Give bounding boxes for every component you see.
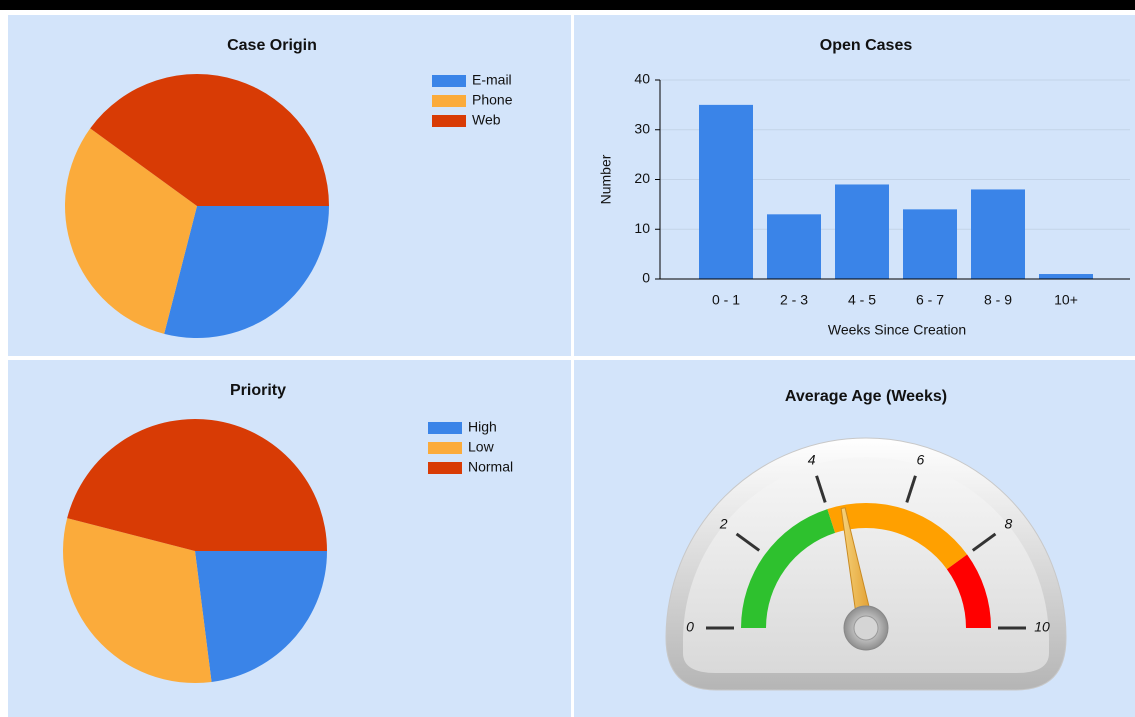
legend-swatch — [428, 462, 462, 474]
gauge-tick-label: 8 — [1004, 515, 1012, 531]
legend-swatch — [432, 115, 466, 127]
bar — [767, 214, 821, 279]
y-tick-label: 0 — [642, 270, 650, 286]
y-axis-label: Number — [598, 154, 614, 204]
legend-label: Phone — [472, 92, 513, 108]
bar — [971, 189, 1025, 279]
chart-title: Open Cases — [820, 37, 913, 54]
gauge-hub-inner — [854, 616, 878, 640]
bar — [835, 184, 889, 279]
x-tick-label: 0 - 1 — [712, 292, 740, 308]
gauge-tick-label: 6 — [916, 451, 924, 467]
legend-label: Normal — [468, 459, 513, 475]
x-tick-label: 10+ — [1054, 292, 1078, 308]
bar — [699, 105, 753, 279]
top-bar — [0, 0, 1135, 10]
x-tick-label: 8 - 9 — [984, 292, 1012, 308]
bar — [903, 209, 957, 279]
chart-title: Average Age (Weeks) — [785, 388, 947, 405]
gauge-tick-label: 4 — [808, 451, 816, 467]
legend-swatch — [428, 422, 462, 434]
y-tick-label: 30 — [634, 120, 650, 136]
x-tick-label: 4 - 5 — [848, 292, 876, 308]
y-tick-label: 20 — [634, 170, 650, 186]
x-tick-label: 6 - 7 — [916, 292, 944, 308]
legend-label: Web — [472, 112, 501, 128]
dashboard: Case OriginE-mailPhoneWebOpen Cases01020… — [0, 0, 1135, 717]
bar — [1039, 274, 1093, 279]
gauge-tick-label: 2 — [719, 515, 728, 531]
legend-swatch — [432, 95, 466, 107]
x-axis-label: Weeks Since Creation — [828, 322, 966, 338]
legend-label: E-mail — [472, 72, 512, 88]
y-tick-label: 10 — [634, 220, 650, 236]
gauge-tick-label: 0 — [686, 619, 694, 635]
chart-title: Priority — [230, 382, 286, 399]
legend-label: High — [468, 419, 497, 435]
page: {"chart_data": [ {"type": "pie", "title"… — [0, 0, 1135, 717]
chart-title: Case Origin — [227, 37, 317, 54]
legend-label: Low — [468, 439, 495, 455]
y-tick-label: 40 — [634, 71, 650, 87]
legend-swatch — [432, 75, 466, 87]
gauge-tick-label: 10 — [1034, 619, 1050, 635]
legend-swatch — [428, 442, 462, 454]
x-tick-label: 2 - 3 — [780, 292, 808, 308]
